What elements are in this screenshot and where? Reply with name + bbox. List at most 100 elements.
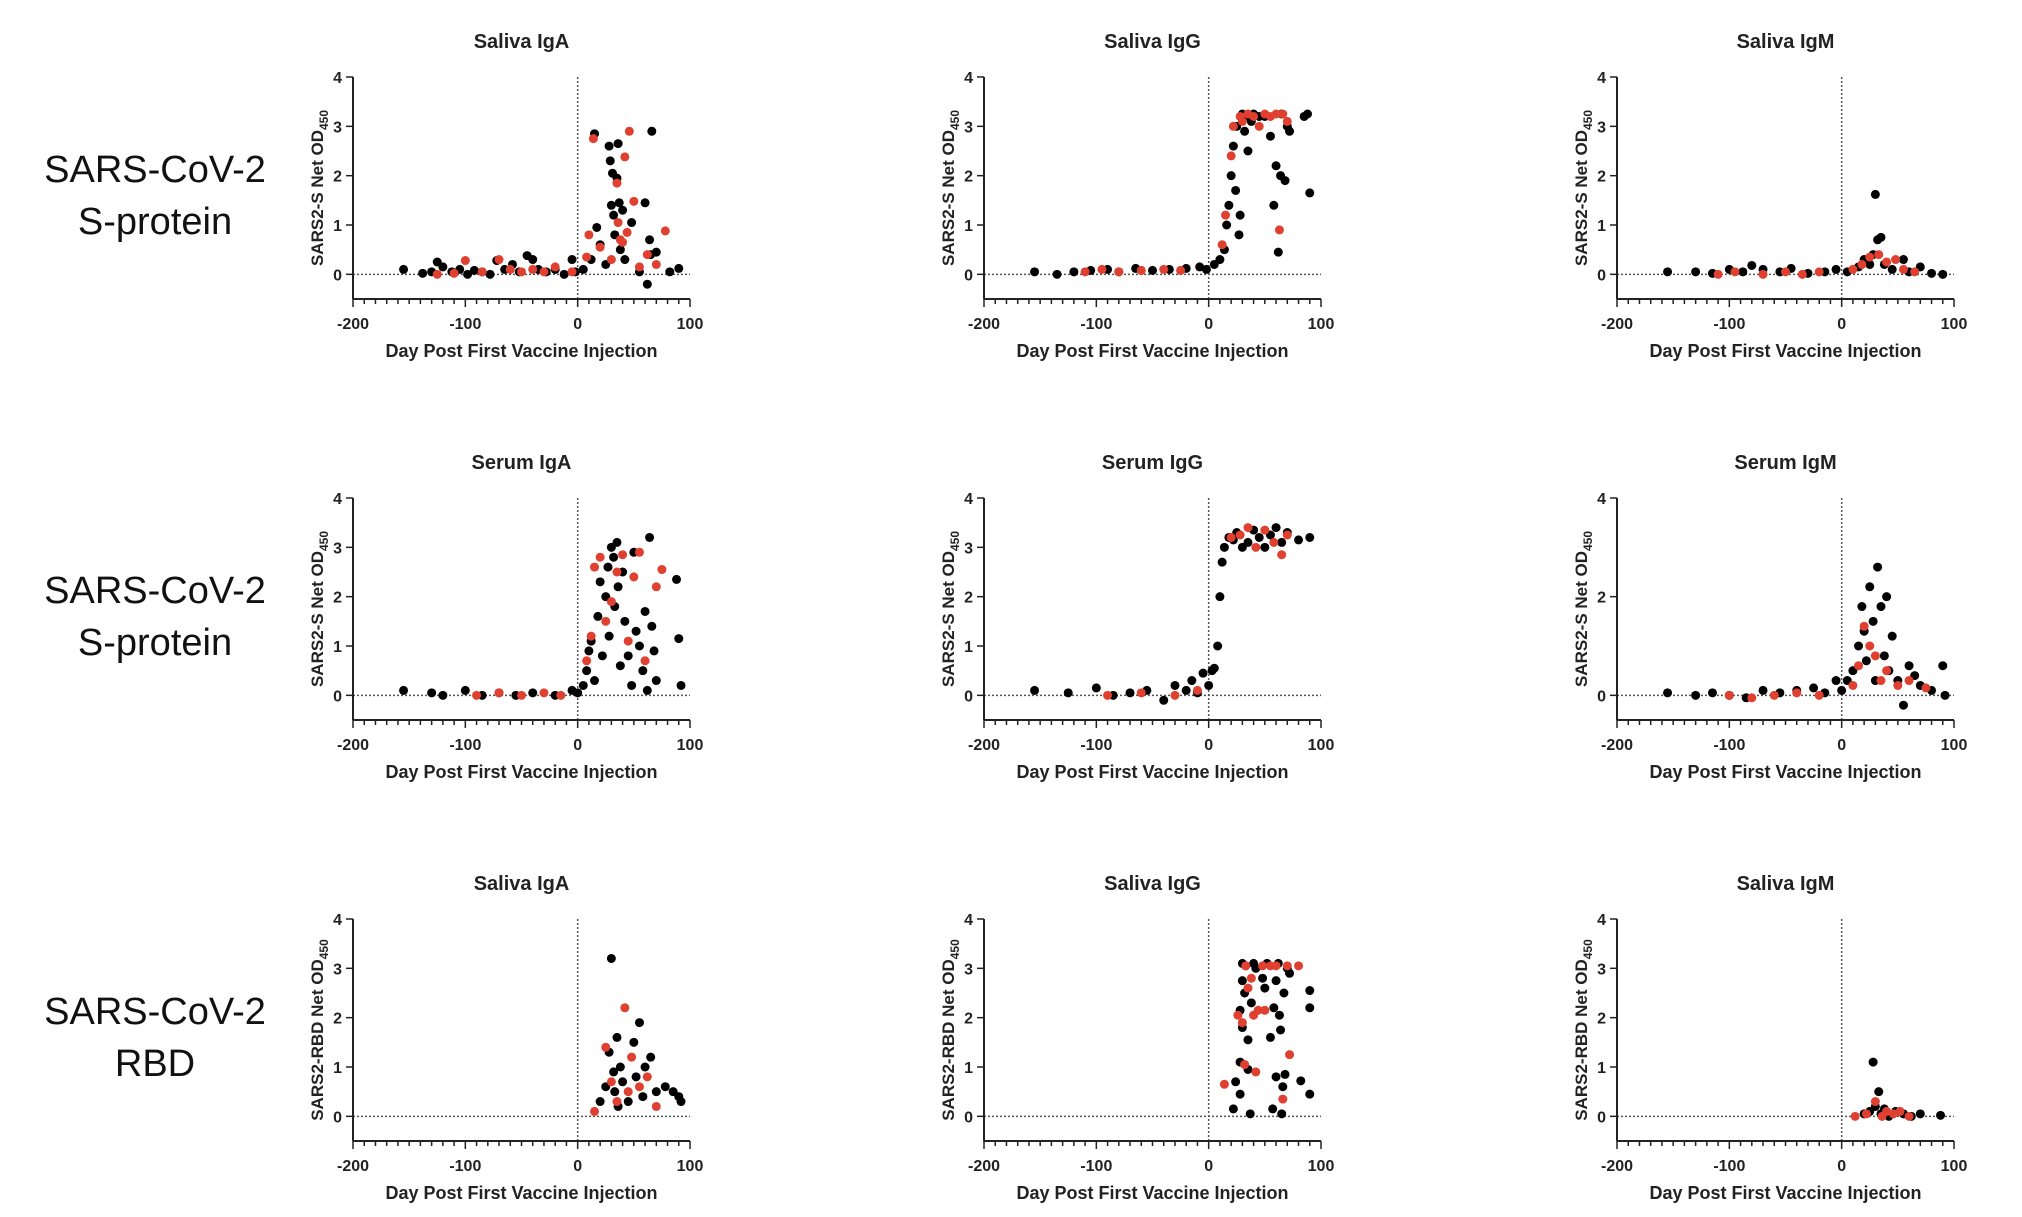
data-point	[1246, 973, 1256, 983]
data-point	[614, 198, 624, 208]
data-point	[1865, 641, 1875, 651]
data-point	[1125, 688, 1135, 698]
data-point	[1730, 267, 1740, 277]
x-tick-label: -200	[968, 737, 1000, 754]
black-series	[1663, 562, 1950, 710]
y-axis-label: SARS2-RBD Net OD450	[939, 939, 962, 1121]
data-point	[588, 134, 598, 144]
x-tick-label: -100	[1713, 737, 1745, 754]
data-point	[1814, 267, 1824, 277]
data-point	[1221, 210, 1231, 220]
data-point	[606, 255, 616, 265]
data-point	[613, 582, 623, 592]
y-axis-label: SARS2-S Net OD450	[308, 531, 331, 687]
data-point	[651, 676, 661, 686]
data-point	[1876, 232, 1886, 242]
data-point	[1278, 109, 1288, 119]
data-point	[1279, 988, 1289, 998]
data-point	[449, 268, 459, 278]
data-point	[584, 646, 594, 656]
data-point	[1269, 1003, 1279, 1013]
data-point	[559, 269, 569, 279]
data-point	[1895, 1106, 1905, 1116]
data-point	[582, 656, 592, 666]
data-point	[1809, 683, 1819, 693]
data-point	[1837, 685, 1847, 695]
data-point	[642, 1072, 652, 1082]
data-point	[613, 139, 623, 149]
data-point	[603, 562, 613, 572]
y-tick-label: 0	[1597, 1109, 1606, 1126]
data-point	[1854, 641, 1864, 651]
data-point	[1792, 688, 1802, 698]
data-point	[634, 262, 644, 272]
data-point	[1243, 523, 1253, 533]
data-point	[463, 269, 473, 279]
data-point	[604, 141, 614, 151]
scatter-panel: Serum IgM -200 -100 0 100 0 2 4 Day Post First V…	[1572, 452, 1967, 782]
data-point	[618, 1077, 628, 1087]
data-point	[1868, 616, 1878, 626]
data-point	[1904, 676, 1914, 686]
y-axis-label-subscript: 450	[1581, 939, 1595, 959]
y-tick-label: 3	[333, 540, 342, 557]
data-point	[582, 252, 592, 262]
data-point	[1738, 267, 1748, 277]
x-tick-label: 0	[1204, 1158, 1213, 1175]
data-point	[1237, 116, 1247, 126]
data-point	[1249, 111, 1259, 121]
y-tick-label: 0	[964, 688, 973, 705]
data-point	[1241, 961, 1251, 971]
scatter-panel: Serum IgA -200 -100 0 100 0 1 2 3 4 Day Post First…	[308, 452, 703, 782]
data-point	[1269, 200, 1279, 210]
y-axis-label: SARS2-S Net OD450	[1572, 110, 1595, 266]
data-point	[539, 688, 549, 698]
y-tick-label: 2	[964, 590, 973, 607]
x-tick-label: -200	[1601, 316, 1633, 333]
data-point	[477, 267, 487, 277]
data-point	[1870, 189, 1880, 199]
data-point	[672, 574, 682, 584]
data-point	[1224, 200, 1234, 210]
row-label-line: SARS-CoV-2	[44, 570, 266, 612]
y-tick-label: 0	[964, 1109, 973, 1126]
x-axis-label: Day Post First Vaccine Injection	[1016, 762, 1288, 782]
data-point	[1898, 264, 1908, 274]
data-point	[642, 250, 652, 260]
data-point	[1240, 126, 1250, 136]
data-point	[615, 661, 625, 671]
x-tick-label: 100	[677, 1158, 704, 1175]
data-point	[1217, 240, 1227, 250]
data-point	[1215, 592, 1225, 602]
y-axis-label-subscript: 450	[948, 110, 962, 130]
y-axis-label-main: SARS2-RBD Net OD	[308, 959, 327, 1121]
data-point	[539, 267, 549, 277]
data-point	[615, 1062, 625, 1072]
data-point	[1831, 676, 1841, 686]
data-point	[578, 680, 588, 690]
x-axis-label: Day Post First Vaccine Injection	[385, 341, 657, 361]
data-point	[1253, 1005, 1263, 1015]
data-point	[601, 1042, 611, 1052]
data-point	[1294, 961, 1304, 971]
data-point	[1187, 676, 1197, 686]
data-point	[1228, 121, 1238, 131]
x-tick-label: -100	[1713, 316, 1745, 333]
data-point	[609, 1067, 619, 1077]
data-point	[460, 256, 470, 266]
data-point	[634, 641, 644, 651]
data-point	[1874, 1087, 1884, 1097]
data-point	[1882, 666, 1892, 676]
y-tick-label: 3	[964, 119, 973, 136]
data-point	[567, 255, 577, 265]
y-tick-label: 0	[333, 1109, 342, 1126]
data-point	[601, 616, 611, 626]
red-series	[1850, 1097, 1914, 1121]
x-tick-label: -100	[1080, 316, 1112, 333]
data-point	[1274, 225, 1284, 235]
data-point	[1898, 255, 1908, 265]
x-tick-label: -100	[449, 737, 481, 754]
data-point	[586, 631, 596, 641]
data-point	[573, 688, 583, 698]
red-series	[1713, 250, 1920, 279]
